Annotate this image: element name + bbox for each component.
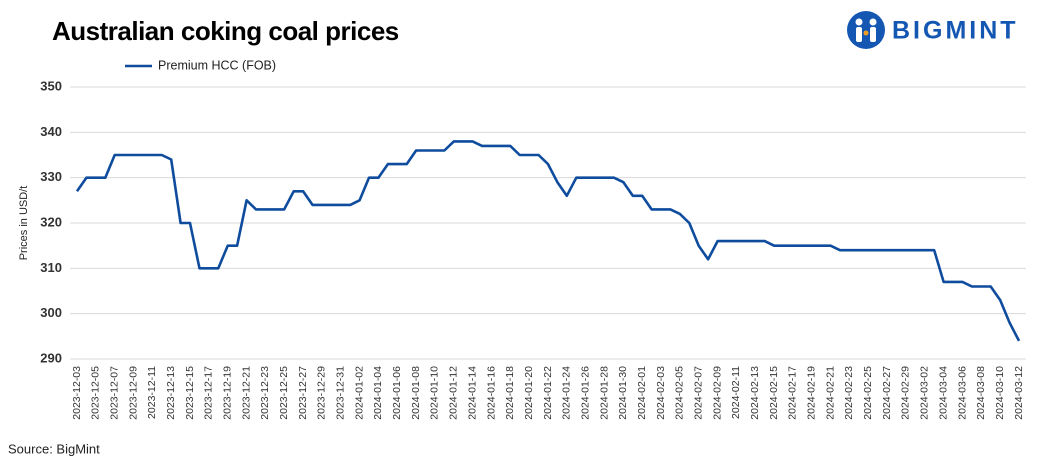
x-tick-label: 2024-02-01 <box>636 366 648 420</box>
x-tick-label: 2024-02-09 <box>711 366 723 420</box>
source-note: Source: BigMint <box>8 441 100 456</box>
x-tick-label: 2024-01-30 <box>617 366 629 420</box>
x-tick-label: 2024-03-06 <box>956 366 968 420</box>
x-tick-label: 2023-12-07 <box>108 366 120 420</box>
x-tick-label: 2024-02-21 <box>824 366 836 420</box>
x-tick-label: 2024-01-26 <box>579 366 591 420</box>
x-tick-label: 2023-12-23 <box>259 366 271 420</box>
y-axis-label: Prices in USD/t <box>18 186 30 261</box>
x-tick-label: 2024-02-17 <box>787 366 799 420</box>
logo-text: BIGMINT <box>892 17 1019 45</box>
chart-title: Australian coking coal prices <box>52 16 399 46</box>
x-tick-label: 2023-12-15 <box>184 366 196 420</box>
x-tick-label: 2023-12-21 <box>240 366 252 420</box>
x-tick-label: 2024-01-14 <box>466 366 478 420</box>
x-tick-label: 2023-12-27 <box>297 366 309 420</box>
x-tick-label: 2024-03-12 <box>1013 366 1025 420</box>
x-tick-label: 2024-03-08 <box>975 366 987 420</box>
x-tick-label: 2024-02-11 <box>730 366 742 419</box>
x-tick-label: 2023-12-31 <box>335 366 347 420</box>
x-tick-label: 2024-01-20 <box>523 366 535 420</box>
x-tick-label: 2024-03-04 <box>937 366 949 420</box>
x-tick-label: 2023-12-25 <box>278 366 290 420</box>
x-tick-label: 2024-01-28 <box>598 366 610 420</box>
logo-icon <box>847 11 885 49</box>
y-tick-label: 310 <box>40 260 62 275</box>
x-tick-label: 2024-01-22 <box>542 366 554 420</box>
x-tick-label: 2023-12-05 <box>90 366 102 420</box>
x-tick-label: 2023-12-13 <box>165 366 177 420</box>
y-tick-label: 300 <box>40 305 62 320</box>
x-tick-label: 2024-02-27 <box>881 366 893 420</box>
x-tick-label: 2024-01-08 <box>410 366 422 420</box>
x-tick-label: 2023-12-19 <box>222 366 234 420</box>
x-tick-label: 2023-12-29 <box>316 366 328 420</box>
x-tick-label: 2024-01-04 <box>372 366 384 420</box>
x-tick-label: 2024-03-02 <box>919 366 931 420</box>
x-tick-label: 2024-01-12 <box>448 366 460 420</box>
y-tick-label: 320 <box>40 214 62 229</box>
x-tick-label: 2024-01-06 <box>391 366 403 420</box>
y-tick-label: 290 <box>40 350 62 365</box>
line-series <box>75 140 1021 342</box>
x-tick-label: 2024-02-05 <box>674 366 686 420</box>
x-tick-label: 2023-12-17 <box>203 366 215 420</box>
x-tick-label: 2024-02-25 <box>862 366 874 420</box>
x-tick-label: 2024-02-13 <box>749 366 761 420</box>
x-tick-label: 2023-12-09 <box>127 366 139 420</box>
x-tick-label: 2024-02-03 <box>655 366 667 420</box>
x-tick-label: 2023-12-03 <box>71 366 83 420</box>
legend-label: Premium HCC (FOB) <box>158 58 276 72</box>
x-tick-label: 2024-01-24 <box>561 366 573 420</box>
y-tick-label: 350 <box>40 78 62 93</box>
x-tick-label: 2024-01-10 <box>429 366 441 420</box>
x-tick-label: 2024-01-02 <box>353 366 365 420</box>
y-tick-label: 340 <box>40 124 62 139</box>
x-tick-label: 2024-03-10 <box>994 366 1006 420</box>
x-tick-label: 2024-02-23 <box>843 366 855 420</box>
x-tick-label: 2024-02-29 <box>900 366 912 420</box>
x-tick-label: 2024-02-15 <box>768 366 780 420</box>
x-tick-label: 2024-01-16 <box>485 366 497 420</box>
x-tick-label: 2024-01-18 <box>504 366 516 420</box>
x-tick-label: 2023-12-11 <box>146 366 158 419</box>
x-tick-label: 2024-02-19 <box>806 366 818 420</box>
x-tick-label: 2024-02-07 <box>693 366 705 420</box>
y-tick-label: 330 <box>40 169 62 184</box>
